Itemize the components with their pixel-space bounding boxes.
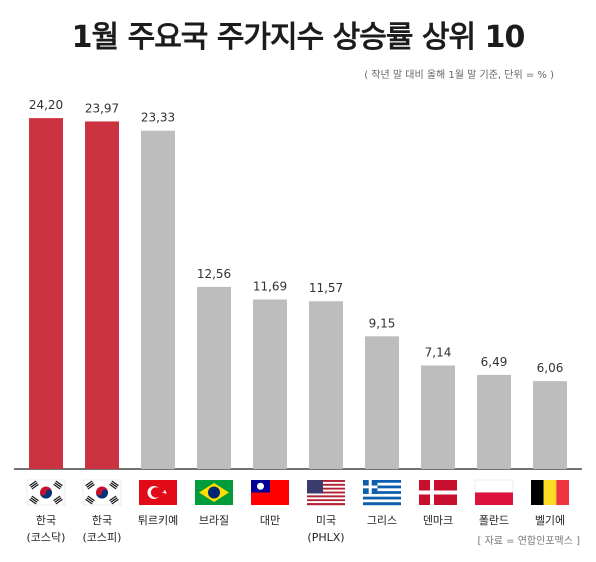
value-label: 11,57 bbox=[309, 281, 343, 295]
category-label: (코스피) bbox=[83, 531, 122, 544]
category-label: 덴마크 bbox=[423, 514, 453, 527]
category-label: 벨기에 bbox=[535, 514, 565, 527]
category-label: 튀르키예 bbox=[138, 514, 178, 527]
value-label: 23,33 bbox=[141, 111, 175, 125]
bar bbox=[309, 301, 343, 469]
turkey-flag bbox=[139, 480, 177, 505]
chart-title: 1월 주요국 주가지수 상승률 상위 10 bbox=[71, 20, 526, 55]
value-label: 12,56 bbox=[197, 267, 231, 281]
taiwan-flag bbox=[251, 480, 289, 505]
poland-flag bbox=[474, 479, 514, 505]
value-label: 6,06 bbox=[537, 361, 564, 375]
chart-subtitle: ( 작년 말 대비 올해 1월 말 기준, 단위 = % ) bbox=[364, 70, 554, 81]
category-label: (PHLX) bbox=[307, 531, 344, 544]
category-label: (코스닥) bbox=[27, 531, 66, 544]
value-label: 7,14 bbox=[425, 345, 452, 359]
category-label: 미국 bbox=[316, 514, 336, 527]
category-label: 한국 bbox=[36, 514, 56, 527]
source-note: [ 자료 = 연합인포맥스 ] bbox=[477, 536, 581, 547]
value-label: 24,20 bbox=[29, 98, 63, 112]
bar bbox=[141, 130, 175, 469]
denmark-flag bbox=[419, 480, 457, 505]
korea-flag bbox=[82, 479, 122, 506]
belgium-flag bbox=[531, 480, 569, 505]
category-label: 그리스 bbox=[367, 514, 397, 527]
category-label: 브라질 bbox=[199, 514, 229, 527]
value-label: 9,15 bbox=[369, 316, 396, 330]
bar bbox=[85, 121, 119, 469]
greece-flag bbox=[363, 480, 401, 506]
bar bbox=[253, 299, 287, 469]
category-label: 폴란드 bbox=[479, 514, 509, 527]
brazil-flag bbox=[195, 480, 233, 505]
value-label: 6,49 bbox=[481, 355, 508, 369]
bar bbox=[197, 286, 231, 469]
category-label: 한국 bbox=[92, 514, 112, 527]
korea-flag bbox=[26, 479, 66, 506]
usa-flag bbox=[307, 480, 345, 506]
bar bbox=[365, 336, 399, 469]
bar bbox=[421, 365, 455, 469]
bar bbox=[477, 374, 511, 469]
bar bbox=[29, 118, 63, 469]
value-label: 11,69 bbox=[253, 279, 287, 293]
category-label: 대만 bbox=[260, 514, 280, 527]
value-label: 23,97 bbox=[85, 101, 119, 115]
bar bbox=[533, 381, 567, 469]
